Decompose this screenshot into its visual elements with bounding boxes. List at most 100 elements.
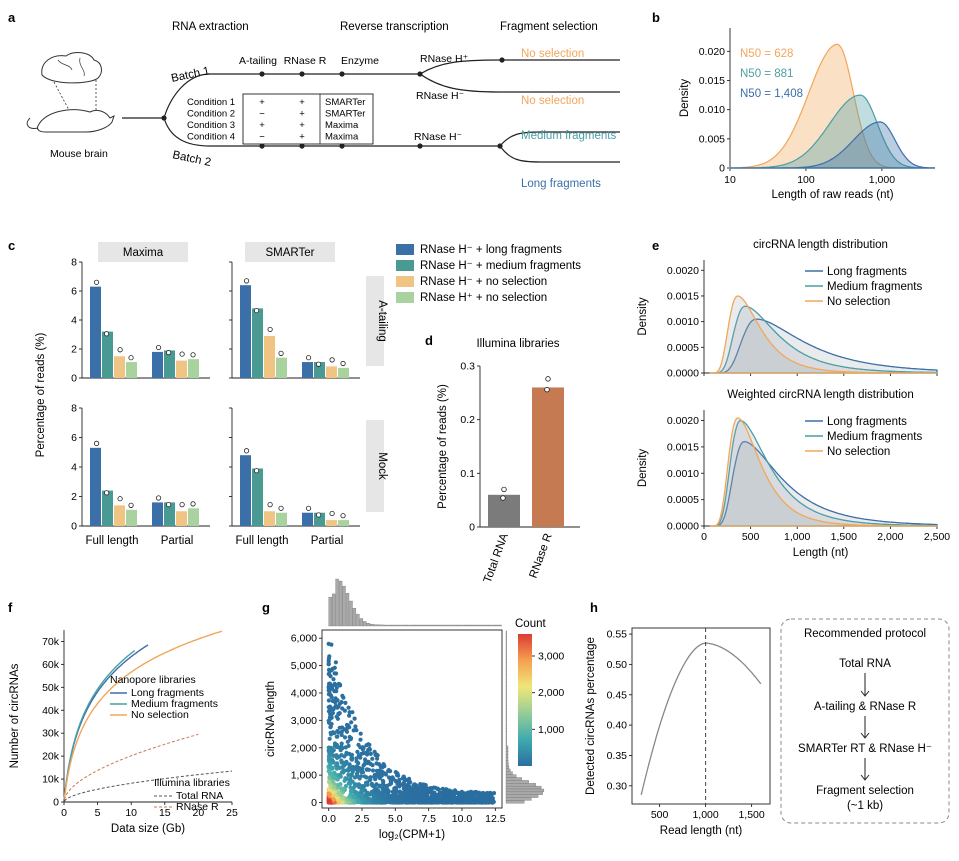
c-legend-swatch-1 bbox=[396, 260, 414, 271]
f-y-tick-label: 40k bbox=[42, 705, 60, 717]
g-right-bin bbox=[505, 656, 507, 660]
g-hex bbox=[327, 792, 332, 797]
g-hex bbox=[338, 774, 343, 779]
g-hex bbox=[352, 784, 357, 789]
c-x-cat-label: Full length bbox=[85, 535, 138, 547]
e-title-1: Weighted circRNA length distribution bbox=[727, 389, 913, 401]
c-y-tick-label: 4 bbox=[71, 462, 77, 474]
g-right-bin bbox=[505, 742, 507, 746]
g-hex bbox=[334, 685, 339, 690]
g-hex bbox=[366, 800, 371, 805]
g-top-bin bbox=[460, 624, 464, 627]
g-hex bbox=[401, 780, 406, 786]
g-hex bbox=[409, 791, 414, 797]
g-right-bin bbox=[505, 765, 510, 769]
g-hex bbox=[334, 671, 339, 676]
g-right-bin bbox=[505, 682, 507, 686]
g-hex bbox=[370, 768, 376, 773]
condition-a-4: − bbox=[259, 132, 265, 143]
g-hex bbox=[485, 800, 490, 805]
g-right-bin bbox=[505, 685, 507, 689]
c-y-tick-label: 0 bbox=[71, 373, 77, 385]
b-y-tick-label: 0.015 bbox=[699, 75, 725, 87]
g-top-bin bbox=[397, 624, 402, 627]
g-hex bbox=[343, 784, 348, 789]
c-dot-1-1-2 bbox=[329, 357, 335, 363]
g-top-bin bbox=[422, 624, 426, 627]
g-hex bbox=[353, 724, 358, 729]
c-row-strip-mock-bg bbox=[366, 420, 384, 512]
g-hex bbox=[356, 765, 361, 770]
g-right-bin bbox=[505, 696, 507, 700]
g-hex bbox=[368, 751, 373, 757]
e-density-1-1 bbox=[709, 419, 938, 527]
g-hex bbox=[358, 731, 363, 736]
b-y-label: Density bbox=[679, 79, 691, 118]
g-hex bbox=[332, 743, 337, 749]
c-bar-3-1-2 bbox=[326, 520, 337, 526]
g-hex bbox=[335, 798, 340, 803]
e-x-tick-label: 1,500 bbox=[831, 531, 857, 543]
g-hex bbox=[380, 786, 385, 791]
g-right-bin bbox=[505, 639, 507, 643]
g-right-bin bbox=[505, 662, 507, 666]
g-hex bbox=[329, 715, 334, 720]
g-hex bbox=[331, 677, 336, 682]
g-hex bbox=[440, 786, 445, 792]
g-hex bbox=[468, 792, 473, 797]
g-top-bin bbox=[411, 624, 416, 627]
c-bar-2-0-0 bbox=[90, 447, 101, 526]
g-top-histogram bbox=[328, 578, 502, 627]
h-y-tick-label: 0.40 bbox=[607, 720, 628, 732]
c-bar-3-0-1 bbox=[252, 468, 263, 526]
g-top-bin bbox=[474, 624, 478, 627]
c-row-strip-atailing: A-tailing bbox=[376, 300, 388, 342]
c-dot-2-0-3 bbox=[128, 502, 134, 508]
c-row-strip-atailing-bg bbox=[366, 276, 384, 366]
protocol-arrowhead-1 bbox=[860, 732, 870, 739]
h-curve bbox=[640, 642, 762, 796]
g-hex bbox=[331, 797, 336, 802]
panel-letter-g: g bbox=[262, 600, 270, 615]
g-hex bbox=[368, 792, 373, 797]
g-right-bin bbox=[505, 670, 507, 675]
g-top-bin bbox=[377, 624, 381, 627]
g-hex bbox=[331, 706, 336, 711]
c-dot-2-1-1 bbox=[166, 502, 172, 508]
g-top-bin bbox=[366, 623, 370, 627]
f-curve-0 bbox=[63, 644, 149, 799]
g-hex bbox=[339, 729, 344, 735]
c-dot-3-0-0 bbox=[243, 448, 250, 454]
b-legend-2: N50 = 1,408 bbox=[740, 88, 803, 100]
g-hex bbox=[434, 799, 439, 804]
g-hex bbox=[341, 695, 346, 700]
c-dot-0-0-1 bbox=[104, 331, 110, 337]
g-hex bbox=[401, 774, 406, 779]
g-hex bbox=[334, 734, 339, 739]
long-branch bbox=[499, 145, 620, 163]
c-legend-label-0: RNase H⁻ + long fragments bbox=[420, 244, 562, 256]
g-right-bin bbox=[505, 797, 532, 801]
g-top-bin bbox=[491, 624, 495, 627]
g-right-bin bbox=[505, 633, 507, 637]
g-hex bbox=[335, 716, 340, 721]
g-hex bbox=[372, 749, 377, 755]
g-hex bbox=[346, 705, 351, 710]
g-hex bbox=[423, 789, 428, 794]
f-curve-2 bbox=[63, 630, 223, 800]
g-hex bbox=[334, 766, 339, 771]
g-hex bbox=[341, 760, 346, 766]
g-hex bbox=[326, 685, 331, 690]
f-legend-title-illumina: Illumina libraries bbox=[154, 777, 230, 789]
g-hex bbox=[443, 796, 448, 801]
b-x-tick-label: 10 bbox=[724, 174, 736, 186]
e-x-tick-label: 1,000 bbox=[784, 531, 810, 543]
mouse-tail bbox=[26, 117, 39, 129]
node-b2-1 bbox=[259, 143, 265, 149]
g-hex bbox=[336, 745, 341, 750]
g-top-bin bbox=[373, 624, 377, 627]
f-legend-1: Medium fragments bbox=[131, 698, 218, 710]
g-hex bbox=[337, 725, 342, 730]
c-legend-label-1: RNase H⁻ + medium fragments bbox=[420, 260, 581, 272]
g-y-label: circRNA length bbox=[265, 681, 277, 757]
